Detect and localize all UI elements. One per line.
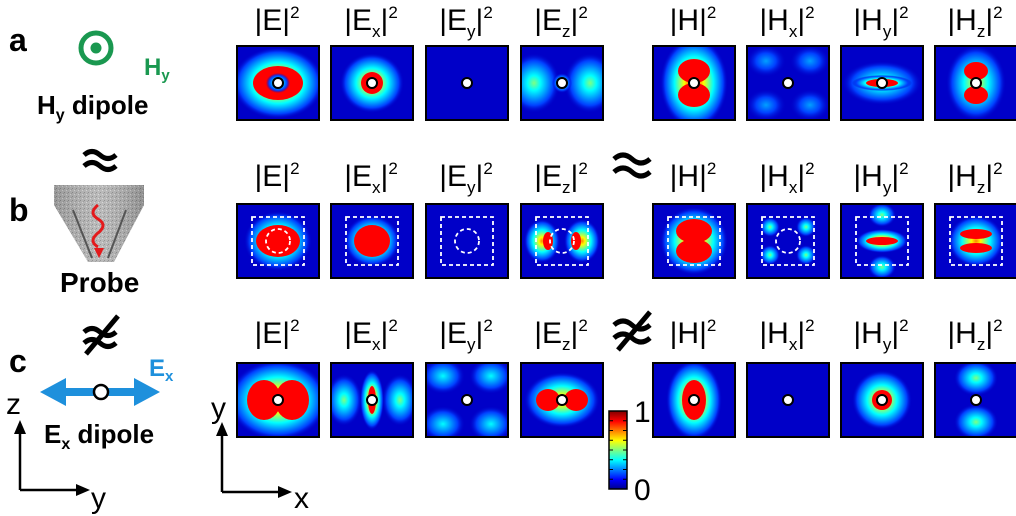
header-a-1: |Ex|2 bbox=[344, 3, 398, 41]
header-c-5: |Hx|2 bbox=[759, 316, 815, 354]
field-map-b-0 bbox=[236, 203, 320, 279]
field-map-b-2 bbox=[425, 203, 509, 279]
hy-dipole-label: Hy dipole bbox=[37, 90, 149, 124]
axis-left-horizontal-label: y bbox=[91, 482, 106, 515]
axis-left-vertical-label: z bbox=[6, 388, 21, 421]
not-approx-symbol-left bbox=[82, 314, 120, 356]
field-map-image bbox=[427, 47, 507, 119]
field-map-image bbox=[748, 364, 828, 436]
field-map-b-5 bbox=[746, 203, 830, 279]
header-a-2: |Ey|2 bbox=[439, 3, 493, 41]
field-map-c-4 bbox=[652, 362, 736, 438]
header-b-7: |Hz|2 bbox=[947, 159, 1003, 197]
field-map-c-6 bbox=[840, 362, 924, 438]
colorbar bbox=[608, 410, 628, 490]
field-map-image bbox=[427, 364, 507, 436]
field-map-image bbox=[332, 205, 412, 277]
field-map-image bbox=[842, 364, 922, 436]
field-map-a-3 bbox=[520, 45, 604, 121]
field-map-image bbox=[842, 47, 922, 119]
axis-mid-vertical-label: y bbox=[211, 392, 226, 425]
field-map-c-7 bbox=[934, 362, 1016, 438]
axes-zy-icon bbox=[14, 420, 90, 496]
header-b-1: |Ex|2 bbox=[344, 159, 398, 197]
axis-mid-horizontal-label: x bbox=[294, 482, 309, 515]
field-map-b-7 bbox=[934, 203, 1016, 279]
header-c-0: |E|2 bbox=[254, 316, 300, 350]
axes-yx-icon bbox=[216, 422, 292, 498]
probe-tip-icon bbox=[54, 185, 144, 262]
header-b-2: |Ey|2 bbox=[439, 159, 493, 197]
header-a-7: |Hz|2 bbox=[947, 3, 1003, 41]
header-c-2: |Ey|2 bbox=[439, 316, 493, 354]
colorbar-min-label: 0 bbox=[634, 474, 651, 507]
field-map-image bbox=[238, 47, 318, 119]
header-c-7: |Hz|2 bbox=[947, 316, 1003, 354]
field-map-c-0 bbox=[236, 362, 320, 438]
field-map-c-2 bbox=[425, 362, 509, 438]
header-c-6: |Hy|2 bbox=[853, 316, 909, 354]
field-map-image bbox=[522, 364, 602, 436]
field-map-b-1 bbox=[330, 203, 414, 279]
header-c-1: |Ex|2 bbox=[344, 316, 398, 354]
header-a-5: |Hx|2 bbox=[759, 3, 815, 41]
header-a-4: |H|2 bbox=[669, 3, 717, 37]
field-map-c-1 bbox=[330, 362, 414, 438]
header-c-4: |H|2 bbox=[669, 316, 717, 350]
field-map-image bbox=[748, 47, 828, 119]
approx-symbol-mid bbox=[612, 152, 652, 179]
hy-out-of-plane-icon bbox=[78, 30, 114, 66]
header-b-0: |E|2 bbox=[254, 159, 300, 193]
field-map-image bbox=[936, 364, 1016, 436]
field-map-a-4 bbox=[652, 45, 736, 121]
header-b-3: |Ez|2 bbox=[534, 159, 588, 197]
probe-label: Probe bbox=[60, 267, 140, 298]
field-map-image bbox=[332, 47, 412, 119]
header-a-0: |E|2 bbox=[254, 3, 300, 37]
field-map-c-3 bbox=[520, 362, 604, 438]
colorbar-max-label: 1 bbox=[634, 396, 651, 429]
field-map-image bbox=[842, 205, 922, 277]
field-map-image bbox=[238, 205, 318, 277]
field-map-a-1 bbox=[330, 45, 414, 121]
field-map-image bbox=[427, 205, 507, 277]
header-b-4: |H|2 bbox=[669, 159, 717, 193]
field-map-b-3 bbox=[520, 203, 604, 279]
not-approx-symbol-mid bbox=[612, 310, 652, 352]
field-map-a-2 bbox=[425, 45, 509, 121]
field-map-image bbox=[332, 364, 412, 436]
header-a-3: |Ez|2 bbox=[534, 3, 588, 41]
header-c-3: |Ez|2 bbox=[534, 316, 588, 354]
field-map-image bbox=[522, 47, 602, 119]
field-map-image bbox=[238, 364, 318, 436]
field-map-image bbox=[936, 205, 1016, 277]
row-label-c: c bbox=[9, 343, 27, 379]
field-map-image bbox=[654, 205, 734, 277]
field-map-image bbox=[654, 47, 734, 119]
field-map-image bbox=[936, 47, 1016, 119]
hy-label: Hy bbox=[144, 54, 170, 84]
header-b-5: |Hx|2 bbox=[759, 159, 815, 197]
approx-symbol-left bbox=[82, 149, 118, 172]
row-label-a: a bbox=[9, 22, 27, 58]
field-map-image bbox=[522, 205, 602, 277]
ex-label: Ex bbox=[149, 355, 174, 385]
header-b-6: |Hy|2 bbox=[853, 159, 909, 197]
field-map-b-6 bbox=[840, 203, 924, 279]
ex-dipole-label: Ex dipole bbox=[44, 419, 155, 453]
field-map-c-5 bbox=[746, 362, 830, 438]
field-map-b-4 bbox=[652, 203, 736, 279]
row-label-b: b bbox=[9, 192, 29, 228]
header-a-6: |Hy|2 bbox=[853, 3, 909, 41]
field-map-image bbox=[748, 205, 828, 277]
field-map-a-6 bbox=[840, 45, 924, 121]
field-map-a-7 bbox=[934, 45, 1016, 121]
field-map-a-5 bbox=[746, 45, 830, 121]
ex-dipole-arrow-icon bbox=[40, 378, 160, 406]
field-map-image bbox=[654, 364, 734, 436]
field-map-a-0 bbox=[236, 45, 320, 121]
